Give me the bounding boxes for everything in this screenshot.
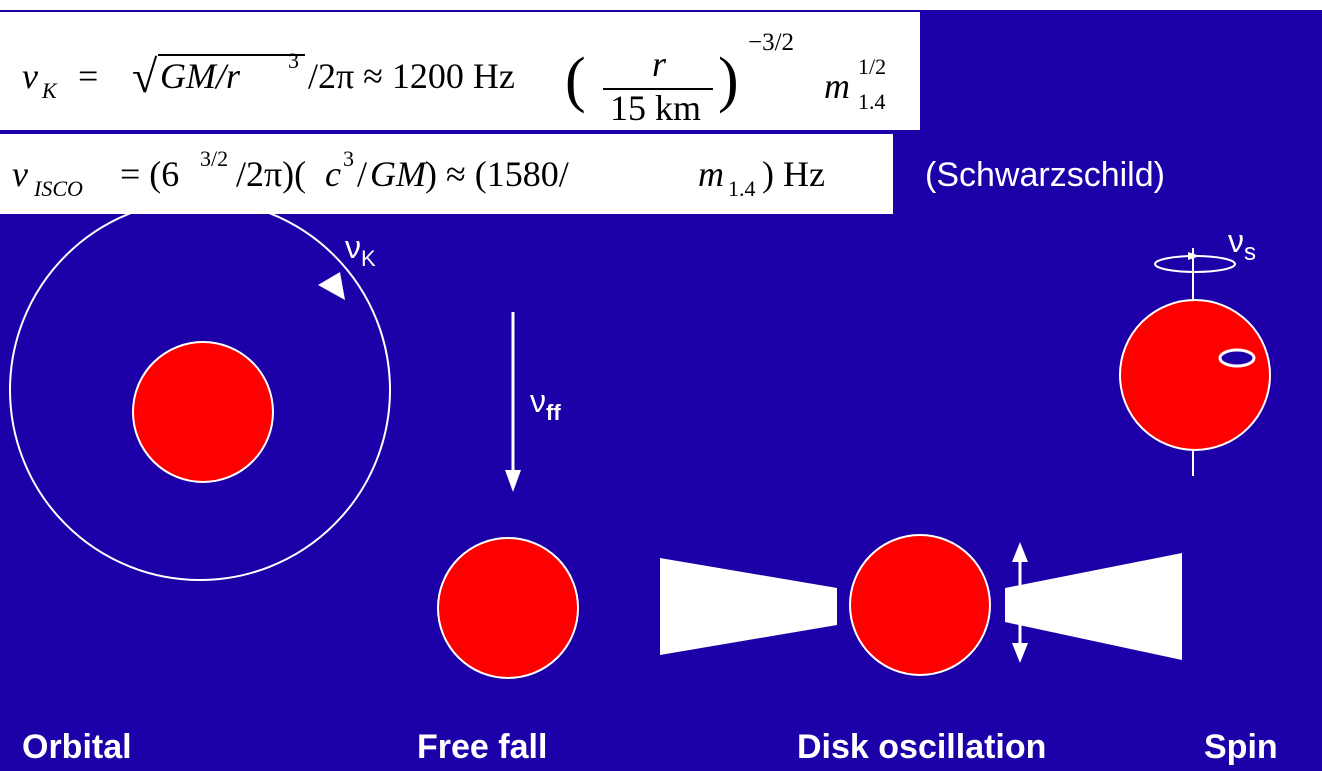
label: Orbital — [22, 728, 132, 766]
arrowhead — [505, 470, 521, 492]
superscript: −3/2 — [748, 29, 794, 56]
symbol: νK — [345, 229, 376, 271]
superscript: 3/2 — [200, 146, 228, 171]
term: m — [824, 66, 850, 106]
subscript: K — [361, 246, 376, 271]
term: c — [325, 154, 341, 194]
term: /2π)( — [236, 154, 306, 194]
label: Disk oscillation — [797, 728, 1046, 766]
subscript: s — [1244, 239, 1256, 266]
term: GM — [370, 154, 428, 194]
formula-box — [0, 12, 920, 130]
arrowhead — [1188, 252, 1200, 260]
star — [849, 534, 991, 676]
superscript: 3 — [343, 146, 354, 171]
nu: ν — [1228, 223, 1244, 259]
hotspot — [1218, 348, 1256, 368]
paren: ) — [718, 46, 739, 114]
label: Free fall — [417, 728, 547, 766]
superscript: 1/2 — [858, 54, 886, 79]
superscript: 3 — [288, 48, 299, 73]
star — [1119, 299, 1271, 451]
nu: ν — [345, 229, 361, 265]
symbol: ν — [12, 154, 28, 194]
paren: ( — [565, 46, 586, 114]
formula-isco: ν ISCO = (6 3/2 /2π)( c 3 / GM ) ≈ (1580… — [12, 146, 825, 201]
nu: ν — [530, 383, 546, 419]
radical: √ — [132, 51, 158, 102]
term: GM/r — [160, 56, 241, 96]
star — [437, 537, 579, 679]
symbol: νff — [530, 383, 561, 425]
subscript: K — [41, 78, 58, 103]
arrowhead — [1012, 542, 1028, 562]
symbol: νs — [1228, 223, 1256, 266]
formula-box — [0, 134, 893, 214]
term: ) Hz — [762, 154, 825, 194]
disk — [660, 558, 837, 655]
note: (Schwarzschild) — [925, 156, 1165, 194]
disk — [1005, 553, 1182, 660]
numerator: r — [652, 44, 667, 84]
term: = (6 — [120, 154, 179, 194]
arrowhead — [318, 272, 345, 300]
star — [132, 341, 274, 483]
subscript: 1.4 — [728, 176, 756, 201]
term: m — [698, 154, 724, 194]
formula-kepler: ν K = √ GM/r 3 /2π ≈ 1200 Hz ( r 15 km )… — [22, 29, 886, 128]
subscript: ff — [546, 400, 561, 425]
term: /2π ≈ 1200 Hz — [308, 56, 515, 96]
subscript: 1.4 — [858, 89, 886, 114]
term: ) ≈ (1580/ — [425, 154, 569, 194]
denominator: 15 km — [610, 88, 701, 128]
term: / — [357, 154, 367, 194]
symbol: ν — [22, 56, 38, 96]
subscript: ISCO — [33, 176, 83, 201]
operator: = — [78, 56, 98, 96]
orbit — [9, 199, 391, 581]
top-margin — [0, 0, 1322, 10]
label: Spin — [1204, 728, 1278, 766]
arrowhead — [1012, 643, 1028, 663]
